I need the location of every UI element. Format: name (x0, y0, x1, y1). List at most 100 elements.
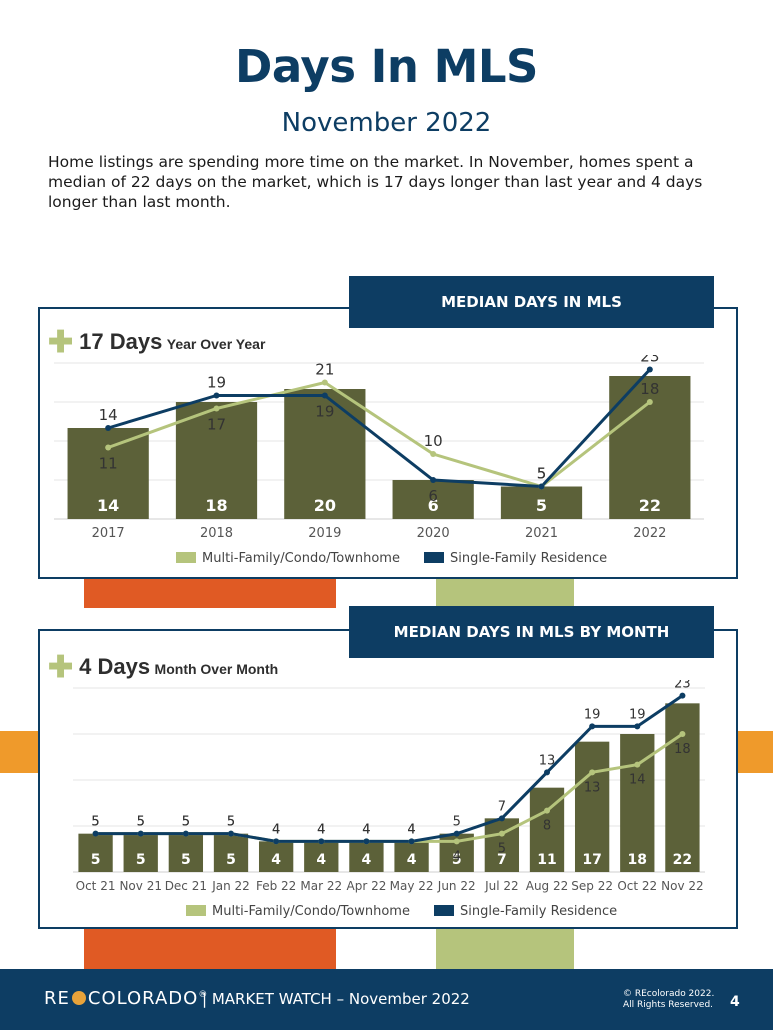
monthly-chart-banner: MEDIAN DAYS IN MLS BY MONTH (349, 606, 714, 658)
decor-green-block-bottom (436, 928, 574, 969)
yearly-chart-banner: MEDIAN DAYS IN MLS (349, 276, 714, 328)
legend-swatch-single-family (434, 905, 454, 916)
copyright: © REcolorado 2022. All Rights Reserved. (623, 989, 714, 1011)
data-label-multi-family: 21 (315, 361, 334, 379)
bar-value-label: 5 (452, 852, 462, 868)
point-multi-family (634, 761, 641, 768)
x-tick-label: 2020 (417, 526, 450, 541)
point-single-family (544, 769, 550, 776)
data-label-single-family: 4 (362, 822, 370, 837)
recolorado-logo: RE COLORADO® (44, 988, 208, 1009)
bar-value-label: 4 (362, 852, 372, 868)
point-single-family (679, 692, 686, 699)
data-label-single-family: 7 (498, 799, 506, 814)
data-label-single-family: 13 (539, 753, 556, 768)
legend-swatch-single-family (424, 552, 444, 563)
point-single-family (408, 838, 415, 845)
logo-text-colorado: COLORADO (87, 988, 199, 1009)
market-watch-label: | MARKET WATCH – November 2022 (202, 990, 470, 1008)
x-tick-label: 2019 (308, 526, 341, 541)
x-tick-label: 2018 (200, 526, 233, 541)
yearly-stat: ✚ 17 Days Year Over Year (48, 325, 265, 360)
decor-orange-tab-right (737, 731, 773, 773)
point-single-family (453, 830, 460, 837)
bar (175, 402, 258, 519)
point-single-family (498, 815, 505, 822)
point-multi-family (589, 769, 596, 776)
x-tick-label: 2021 (525, 526, 558, 541)
point-single-family (363, 838, 370, 845)
bar-value-label: 4 (271, 852, 281, 868)
bar-value-label: 14 (97, 496, 119, 515)
data-label-single-family: 19 (207, 374, 226, 392)
x-tick-label: Nov 22 (661, 879, 704, 893)
point-single-family (137, 830, 144, 837)
monthly-stat: ✚ 4 Days Month Over Month (48, 650, 278, 685)
x-tick-label: Apr 22 (347, 879, 387, 893)
bar-value-label: 4 (407, 852, 417, 868)
x-tick-label: Dec 21 (165, 879, 207, 893)
point-multi-family (498, 830, 505, 837)
decor-orange-block-bottom (84, 928, 336, 969)
x-tick-label: Aug 22 (526, 879, 569, 893)
data-label-single-family: 4 (407, 822, 415, 837)
legend-label-multi-family: Multi-Family/Condo/Townhome (202, 551, 400, 566)
bar-value-label: 5 (181, 852, 191, 868)
point-multi-family (213, 405, 220, 412)
decor-green-block-top (436, 578, 574, 608)
point-multi-family (453, 838, 460, 845)
yearly-stat-label: Year Over Year (166, 336, 266, 352)
data-label-multi-family: 13 (584, 780, 601, 795)
yearly-stat-value: 17 Days (79, 329, 163, 354)
bar-value-label: 18 (205, 496, 227, 515)
bar (349, 841, 384, 872)
x-tick-label: Jan 22 (211, 879, 250, 893)
data-label-single-family: 5 (91, 815, 99, 830)
legend-label-single-family: Single-Family Residence (450, 551, 607, 566)
x-tick-label: Oct 22 (617, 879, 657, 893)
copyright-line-2: All Rights Reserved. (623, 1000, 714, 1010)
bar-value-label: 5 (536, 496, 547, 515)
x-tick-label: Jun 22 (437, 879, 476, 893)
data-label-single-family: 4 (272, 822, 280, 837)
data-label-multi-family: 4 (317, 822, 325, 837)
data-label-multi-family: 8 (543, 819, 551, 834)
logo-registered-mark: ® (198, 990, 209, 1000)
bar (574, 741, 610, 872)
bar (78, 833, 113, 872)
data-label-multi-family: 5 (137, 815, 145, 830)
bar (500, 486, 583, 519)
x-tick-label: Oct 21 (76, 879, 116, 893)
monthly-stat-value: 4 Days (79, 654, 151, 679)
page-title: Days In MLS (235, 40, 538, 93)
point-single-family (105, 425, 112, 431)
plus-icon: ✚ (48, 326, 74, 359)
page-number: 4 (730, 994, 740, 1010)
x-tick-label: May 22 (390, 879, 434, 893)
data-label-single-family: 23 (640, 355, 659, 366)
bar (392, 480, 474, 519)
bar-value-label: 5 (136, 852, 146, 868)
x-tick-label: Feb 22 (256, 879, 296, 893)
point-single-family (228, 830, 234, 837)
data-label-single-family: 6 (428, 487, 438, 505)
data-label-multi-family: 5 (498, 842, 506, 857)
x-tick-label: Jul 22 (484, 879, 519, 893)
bar (123, 833, 158, 872)
decor-orange-block-top (84, 578, 336, 608)
x-tick-label: 2017 (92, 526, 125, 541)
data-label-single-family: 5 (227, 815, 235, 830)
bar-value-label: 11 (537, 852, 556, 868)
data-label-multi-family: 4 (453, 849, 461, 864)
bar-value-label: 17 (582, 852, 601, 868)
point-single-family (273, 838, 280, 845)
data-label-multi-family: 18 (640, 380, 659, 398)
line-multi-family (107, 380, 651, 489)
data-label-single-family: 23 (674, 680, 691, 692)
point-multi-family (430, 451, 437, 457)
bar-value-label: 4 (316, 852, 326, 868)
legend-label-single-family: Single-Family Residence (460, 904, 617, 919)
bar-value-label: 22 (673, 852, 692, 868)
data-label-multi-family: 5 (91, 815, 99, 830)
